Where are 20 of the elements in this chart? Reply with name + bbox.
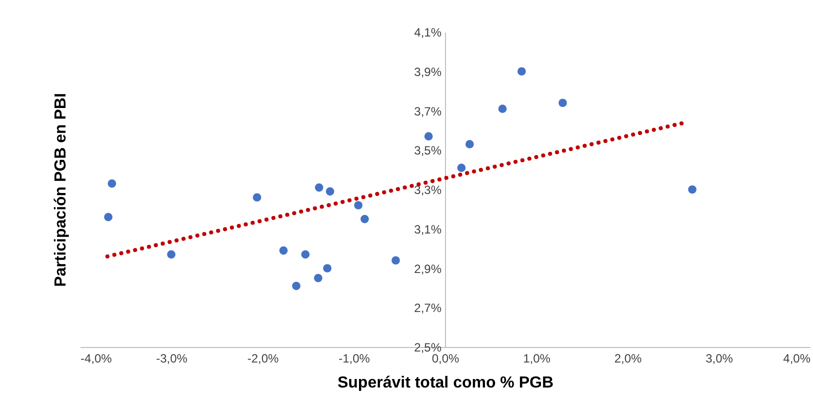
y-tick-label: 3,5% [414,144,442,158]
x-tick-label: 3,0% [706,352,734,366]
x-tick-label: -2,0% [247,352,279,366]
x-tick-label: 0,0% [432,352,460,366]
y-tick-label: 3,1% [414,222,442,236]
x-tick-label: -4,0% [80,352,112,366]
x-tick-label: 2,0% [614,352,642,366]
x-tick-label: 1,0% [523,352,551,366]
x-tick-label: 4,0% [783,352,811,366]
x-axis-title: Superávit total como % PGB [337,374,554,392]
y-tick-label: 2,9% [414,262,442,276]
y-tick-label: 3,3% [414,183,442,197]
x-tick-label: -1,0% [338,352,370,366]
y-tick-label: 2,7% [414,301,442,316]
y-axis-title: Participación PGB en PBI [52,93,70,287]
y-tick-label: 3,7% [414,104,442,118]
y-tick-label: 2,5% [414,340,442,354]
y-tick-label: 4,1% [414,26,442,40]
y-tick-label: 3,9% [414,64,442,79]
x-tick-label: -3,0% [156,352,188,366]
